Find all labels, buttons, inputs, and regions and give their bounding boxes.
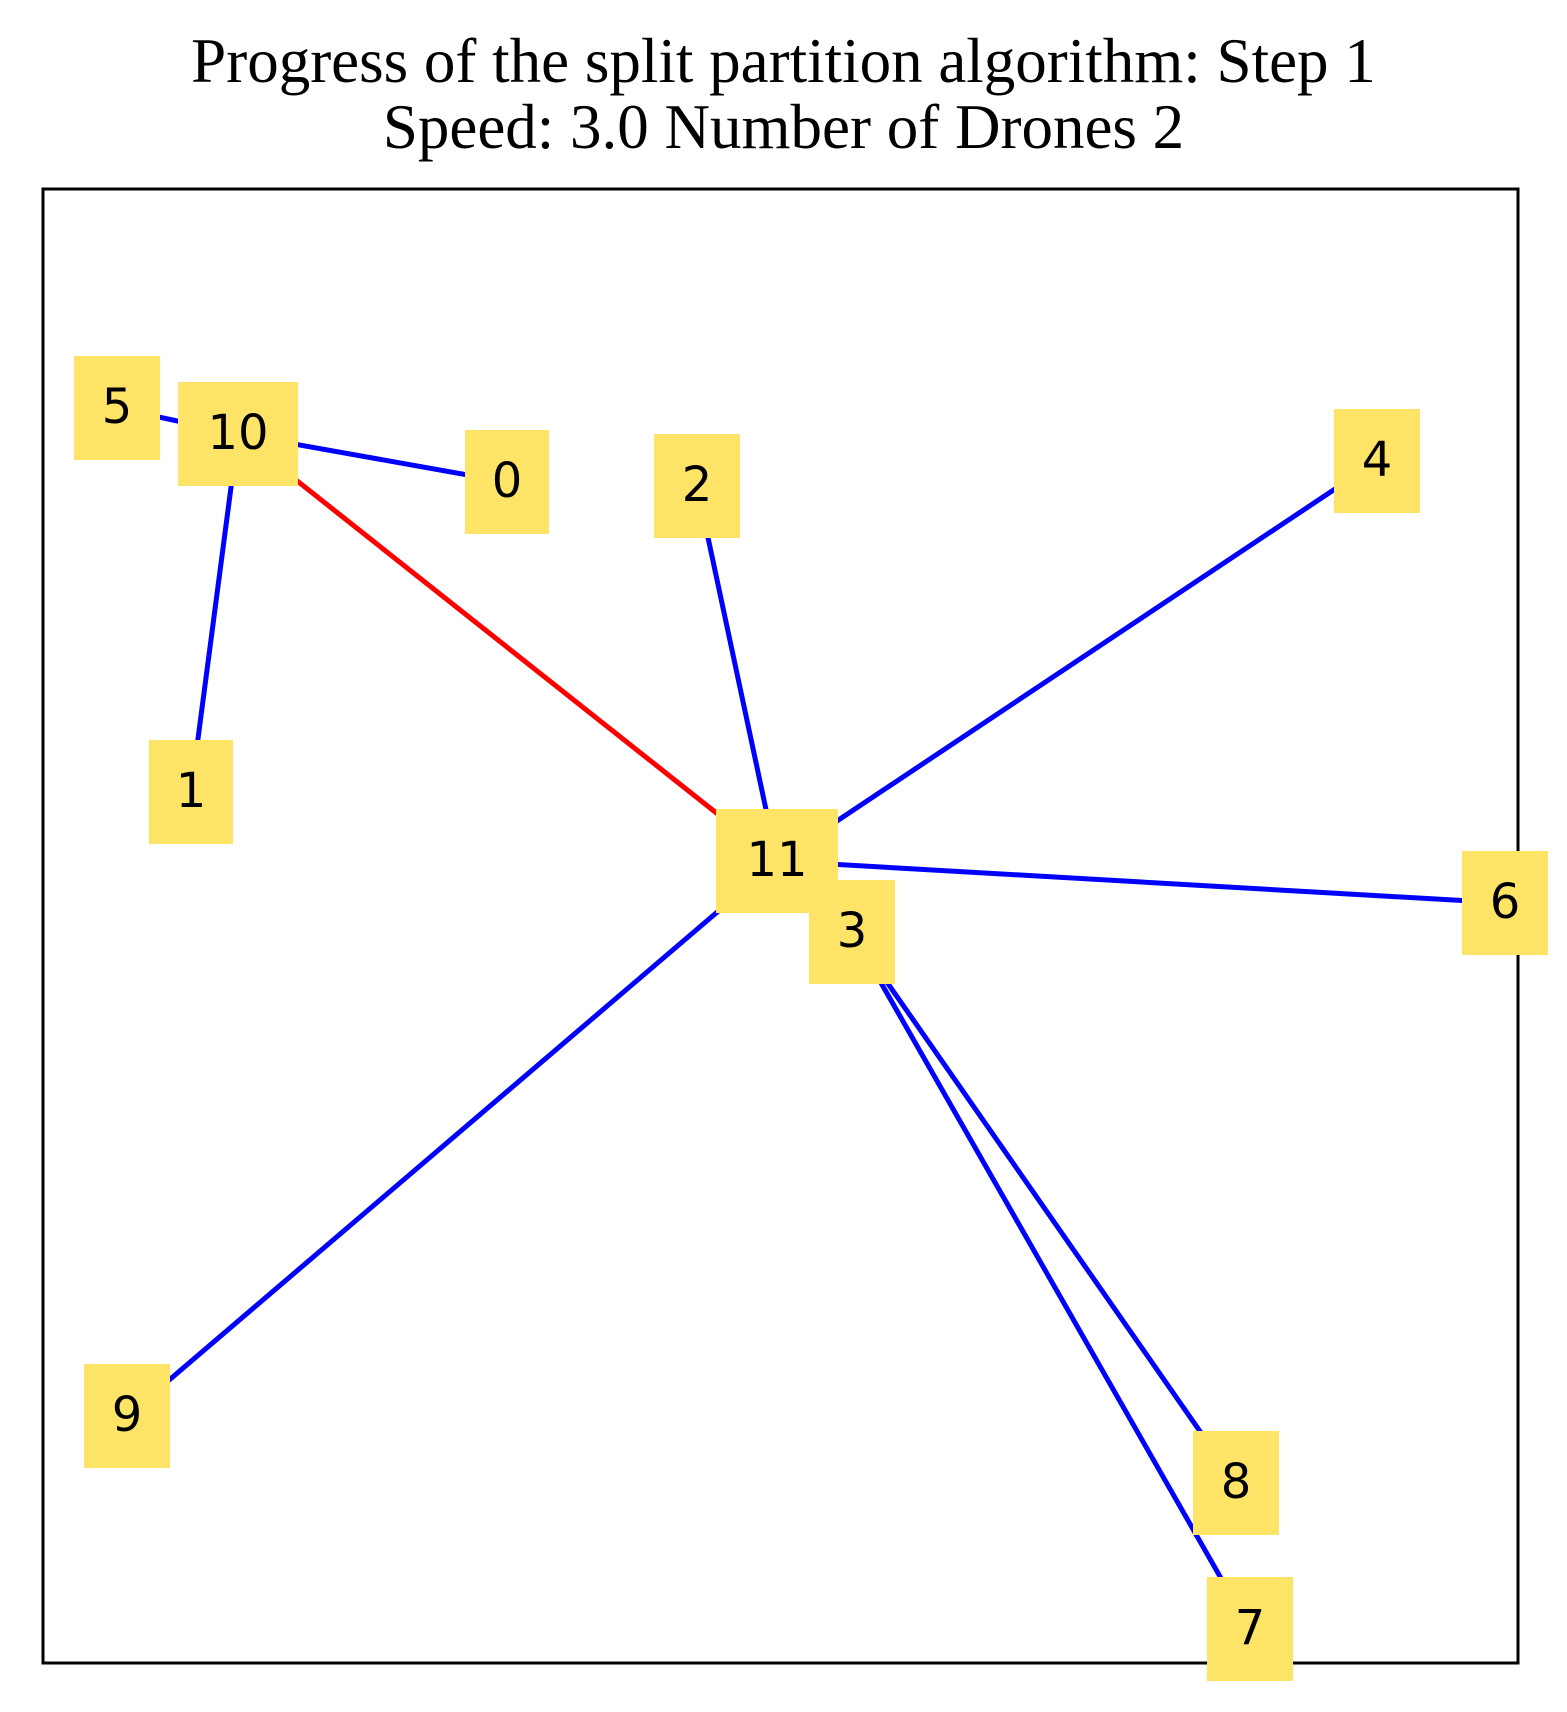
- node-box: [84, 1364, 170, 1468]
- node-box: [74, 356, 160, 460]
- node-9: 9: [84, 1364, 170, 1468]
- diagram-title: Progress of the split partition algorith…: [0, 28, 1567, 160]
- node-label: 0: [492, 453, 523, 509]
- node-box: [654, 434, 740, 538]
- node-label: 10: [207, 405, 268, 461]
- node-3: 3: [809, 880, 895, 984]
- node-label: 1: [176, 763, 207, 819]
- node-8: 8: [1193, 1431, 1279, 1535]
- title-line-1: Progress of the split partition algorith…: [191, 26, 1376, 96]
- node-7: 7: [1207, 1577, 1293, 1681]
- node-label: 11: [746, 832, 807, 888]
- edge-3-8: [849, 930, 1239, 1485]
- node-11: 11: [716, 809, 838, 913]
- node-label: 4: [1362, 432, 1393, 488]
- node-1: 1: [149, 740, 233, 844]
- node-box: [149, 740, 233, 844]
- node-label: 2: [682, 457, 713, 513]
- edge-10-1: [188, 433, 241, 793]
- node-box: [1193, 1431, 1279, 1535]
- edge-11-4: [775, 458, 1379, 864]
- node-label: 5: [102, 379, 133, 435]
- node-label: 8: [1221, 1454, 1252, 1510]
- node-label: 9: [112, 1387, 143, 1443]
- edges-layer: [116, 405, 1506, 1631]
- edge-3-7: [849, 930, 1253, 1631]
- node-box: [178, 382, 298, 486]
- edge-11-6: [776, 858, 1506, 906]
- node-box: [1462, 851, 1548, 955]
- node-4: 4: [1334, 409, 1420, 513]
- node-0: 0: [465, 430, 549, 534]
- edge-11-2: [694, 485, 780, 862]
- node-label: 7: [1235, 1600, 1266, 1656]
- node-label: 6: [1490, 874, 1521, 930]
- node-box: [716, 809, 838, 913]
- title-line-2: Speed: 3.0 Number of Drones 2: [382, 92, 1185, 162]
- node-5: 5: [74, 356, 160, 460]
- node-box: [1334, 409, 1420, 513]
- node-2: 2: [654, 434, 740, 538]
- node-box: [465, 430, 549, 534]
- nodes-layer: 0 1 2 3 4 5 6 7 8 9 10 11: [74, 356, 1548, 1681]
- node-label: 3: [837, 903, 868, 959]
- node-6: 6: [1462, 851, 1548, 955]
- node-10: 10: [178, 382, 298, 486]
- edge-11-9: [125, 859, 779, 1418]
- edge-10-11: [236, 432, 779, 863]
- node-box: [1207, 1577, 1293, 1681]
